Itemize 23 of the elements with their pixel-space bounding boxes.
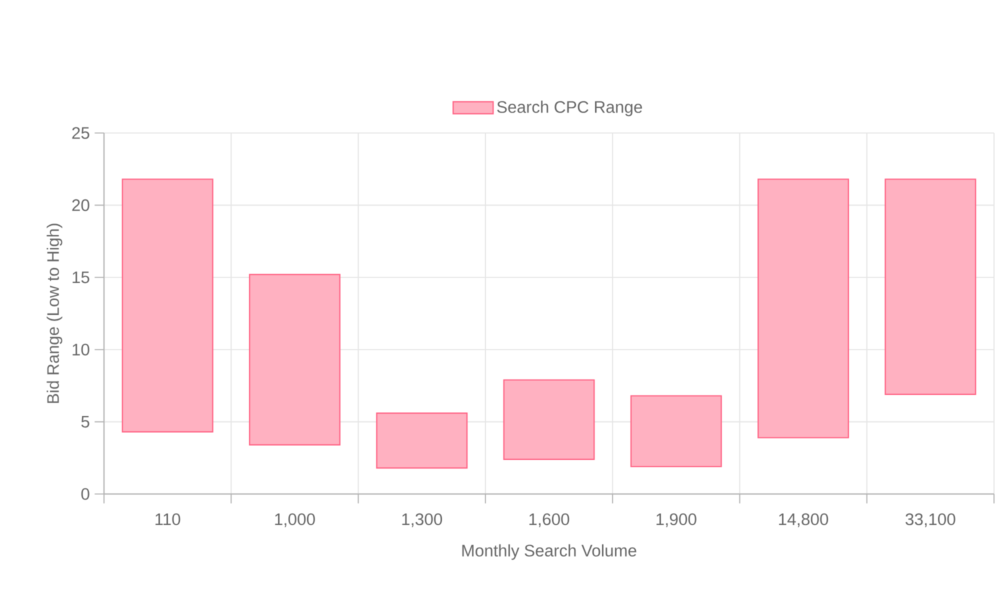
legend-label: Search CPC Range (497, 100, 642, 116)
y-axis-title: Bid Range (Low to High) (46, 224, 62, 403)
bar (122, 178, 214, 433)
bar (630, 395, 722, 468)
x-tick-label: 1,300 (402, 513, 442, 528)
x-tick-label: 14,800 (779, 513, 828, 528)
bar (884, 178, 976, 395)
y-tick-label: 5 (81, 416, 90, 428)
y-tick-label: 10 (72, 344, 90, 356)
bar (248, 274, 340, 446)
x-tick-label: 1,900 (656, 513, 696, 528)
bar (376, 412, 468, 469)
y-tick-label: 20 (72, 199, 90, 212)
bar (503, 379, 595, 460)
y-tick-label: 25 (72, 127, 90, 139)
x-axis-title: Monthly Search Volume (462, 544, 636, 560)
x-tick-label: 1,000 (275, 513, 315, 528)
y-tick-label: 0 (81, 488, 90, 500)
y-tick-label: 15 (72, 272, 90, 284)
x-tick-label: 33,100 (906, 513, 956, 528)
x-tick-label: 1,600 (529, 513, 570, 528)
bar (758, 178, 850, 438)
x-tick-label: 110 (156, 513, 180, 526)
